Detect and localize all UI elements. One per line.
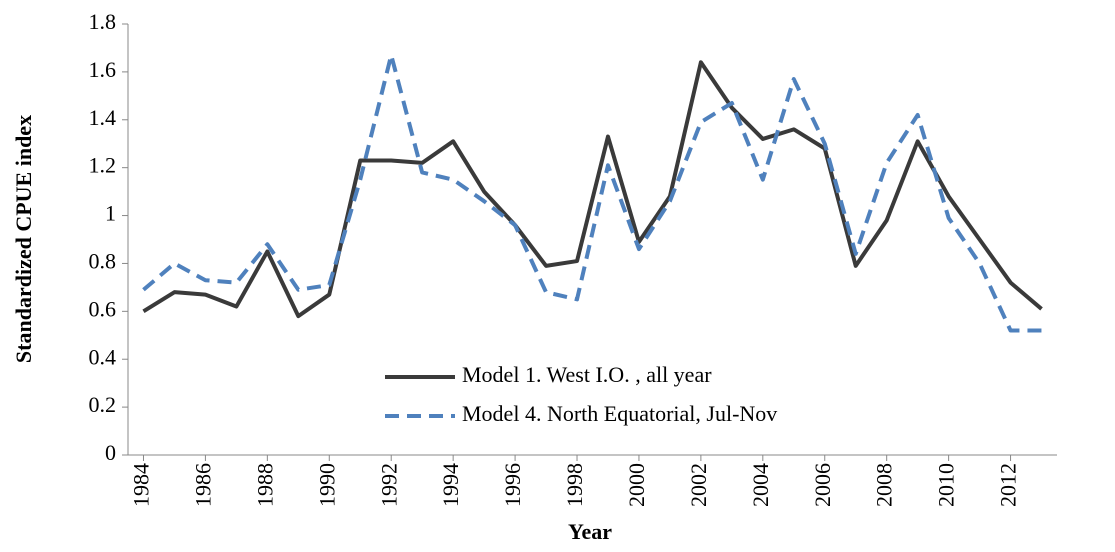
x-tick-label: 2012: [996, 463, 1021, 507]
x-tick-label: 2002: [686, 463, 711, 507]
y-tick-label: 1.6: [89, 57, 117, 82]
x-tick-label: 1986: [190, 463, 215, 507]
y-tick-label: 1.8: [89, 9, 117, 34]
x-tick-label: 1992: [376, 463, 401, 507]
x-tick-label: 1998: [562, 463, 587, 507]
y-tick-label: 0: [105, 440, 116, 465]
x-axis-title: Year: [568, 519, 612, 544]
x-tick-label: 1984: [129, 463, 154, 507]
y-axis-title: Standardized CPUE index: [11, 115, 36, 363]
y-tick-label: 0.8: [89, 248, 117, 273]
legend-label: Model 4. North Equatorial, Jul-Nov: [462, 401, 777, 426]
x-tick-label: 2000: [624, 463, 649, 507]
y-tick-label: 1: [105, 201, 116, 226]
x-tick-label: 2006: [810, 463, 835, 507]
x-tick-label: 1990: [314, 463, 339, 507]
y-tick-label: 0.6: [89, 296, 117, 321]
x-tick-label: 2010: [934, 463, 959, 507]
x-tick-label: 2008: [872, 463, 897, 507]
y-tick-label: 1.2: [89, 153, 117, 178]
series-line: [142, 60, 1043, 319]
x-tick-label: 1996: [500, 463, 525, 507]
x-tick-label: 1994: [438, 463, 463, 507]
x-tick-label: 1988: [252, 463, 277, 507]
x-tick-label: 2004: [748, 463, 773, 507]
series-line: [142, 53, 1042, 333]
y-tick-label: 0.4: [89, 344, 117, 369]
y-tick-label: 0.2: [89, 392, 117, 417]
legend-label: Model 1. West I.O. , all year: [462, 362, 712, 387]
y-tick-label: 1.4: [89, 105, 117, 130]
